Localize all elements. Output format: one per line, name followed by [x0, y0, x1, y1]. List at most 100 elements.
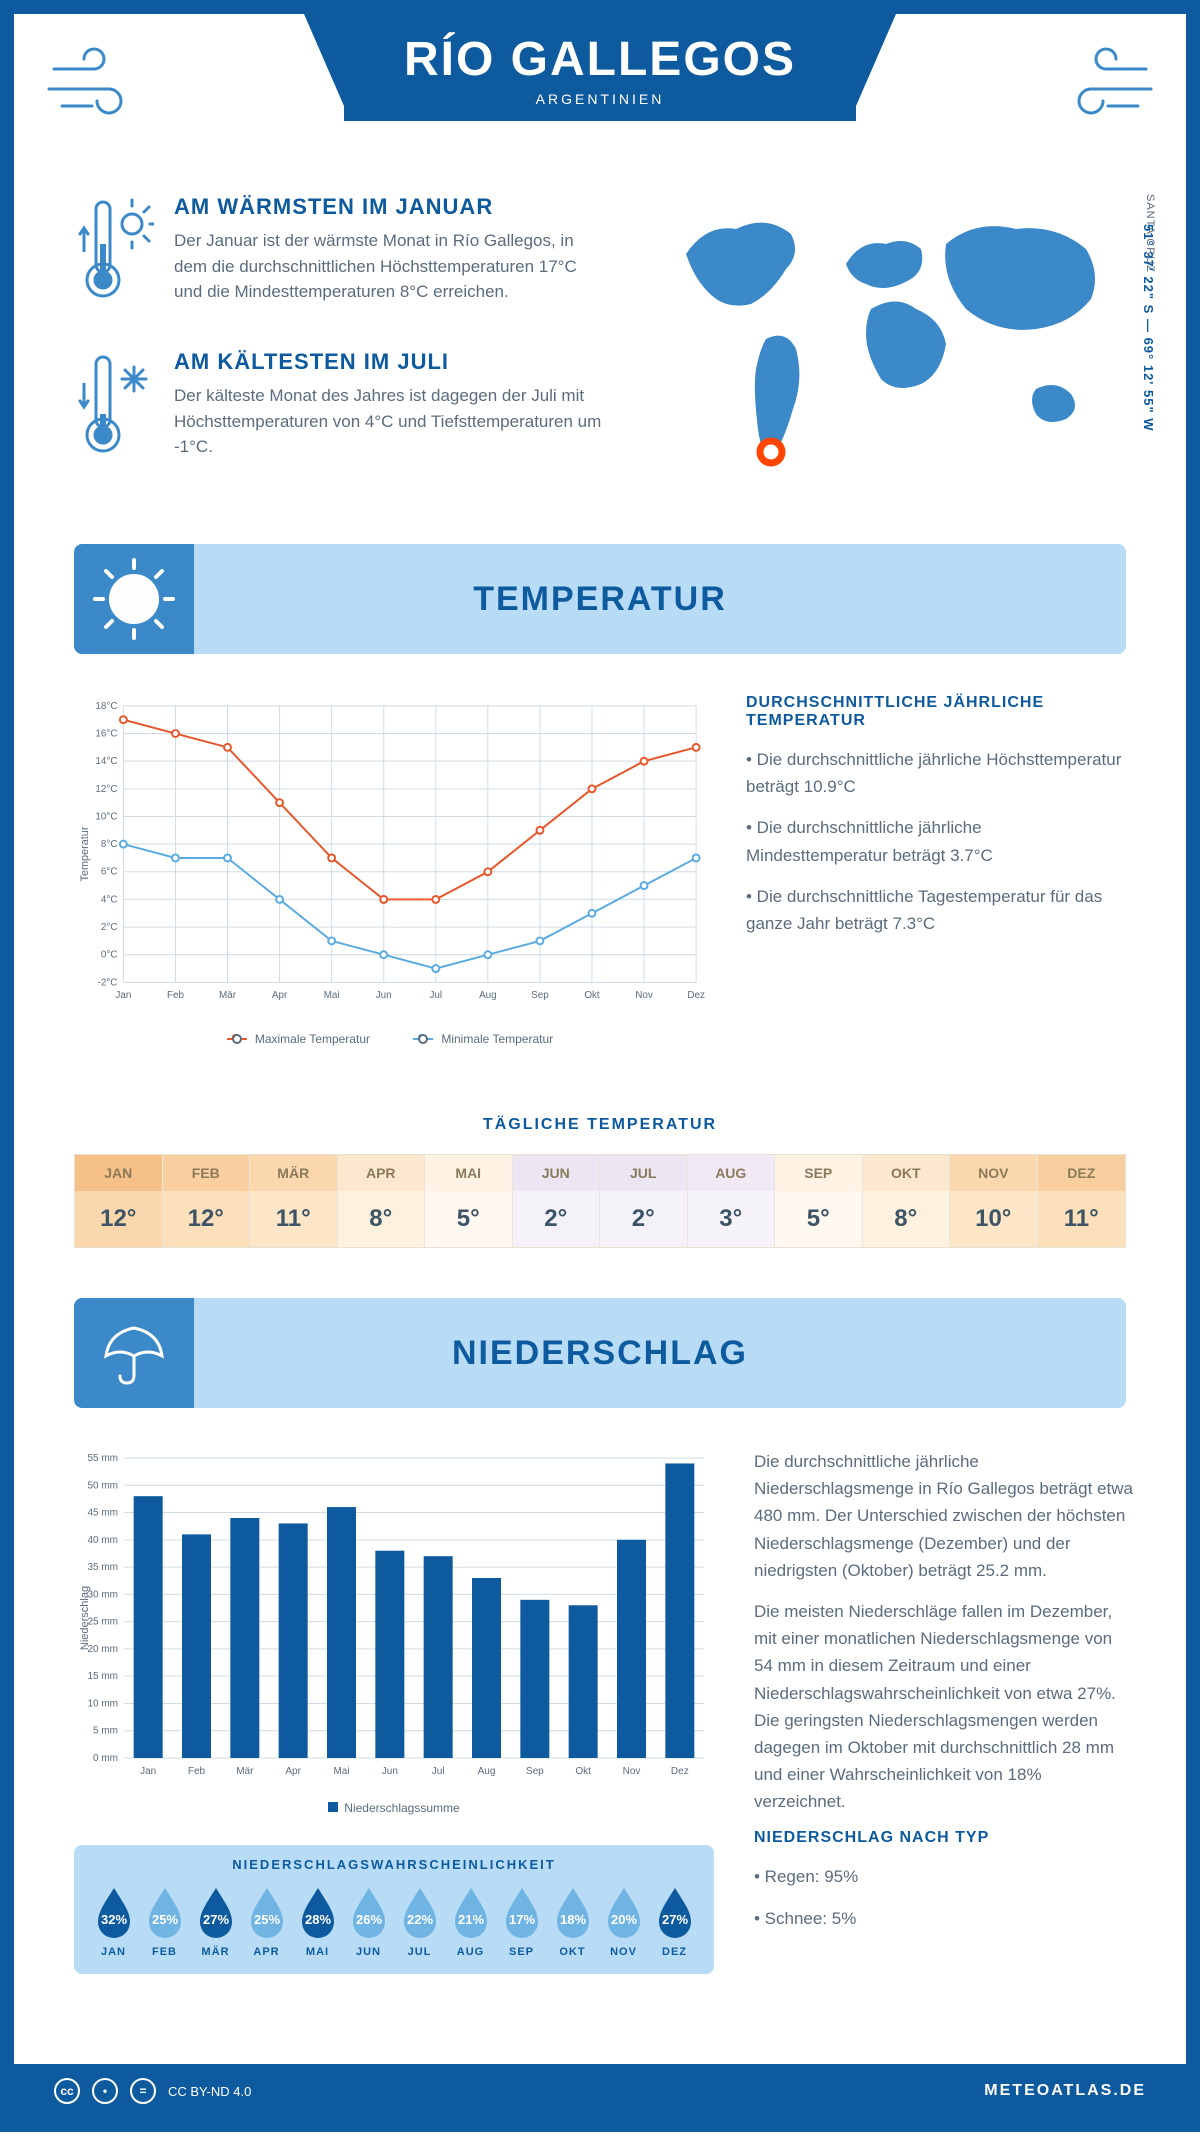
- coldest-text: Der kälteste Monat des Jahres ist dagege…: [174, 383, 606, 460]
- temp-cell: MÄR11°: [250, 1155, 338, 1247]
- svg-text:Dez: Dez: [687, 990, 705, 1001]
- svg-text:Nov: Nov: [635, 990, 653, 1001]
- svg-text:Nov: Nov: [623, 1766, 641, 1777]
- cc-icon: cc: [54, 2078, 80, 2104]
- precipitation-title: NIEDERSCHLAG: [452, 1334, 748, 1373]
- site-name: METEOATLAS.DE: [984, 2082, 1146, 2100]
- svg-text:0°C: 0°C: [101, 950, 118, 961]
- drop-cell: 32%JAN: [90, 1884, 137, 1958]
- temp-cell: NOV10°: [950, 1155, 1038, 1247]
- svg-text:35 mm: 35 mm: [87, 1562, 118, 1573]
- svg-text:17%: 17%: [508, 1912, 534, 1927]
- svg-text:Mai: Mai: [324, 990, 340, 1001]
- drop-cell: 26%JUN: [345, 1884, 392, 1958]
- svg-text:10 mm: 10 mm: [87, 1698, 118, 1709]
- temp-cell: JUL2°: [600, 1155, 688, 1247]
- coordinates: 51° 37' 22" S — 69° 12' 55" W: [1141, 224, 1156, 432]
- precip-type-bullet: • Regen: 95%: [754, 1863, 1134, 1890]
- precipitation-bar-chart: 0 mm5 mm10 mm15 mm20 mm25 mm30 mm35 mm40…: [74, 1448, 714, 1788]
- svg-text:21%: 21%: [457, 1912, 483, 1927]
- warmest-text: Der Januar ist der wärmste Monat in Río …: [174, 228, 606, 305]
- wind-icon: [44, 44, 154, 129]
- svg-text:Apr: Apr: [285, 1766, 301, 1777]
- svg-text:Okt: Okt: [584, 990, 600, 1001]
- svg-text:Feb: Feb: [167, 990, 185, 1001]
- precip-chart-legend: Niederschlagssumme: [74, 1801, 714, 1815]
- drop-cell: 22%JUL: [396, 1884, 443, 1958]
- precip-type-title: NIEDERSCHLAG NACH TYP: [754, 1829, 1134, 1847]
- svg-text:Apr: Apr: [272, 990, 288, 1001]
- drop-cell: 27%DEZ: [651, 1884, 698, 1958]
- svg-text:Sep: Sep: [531, 990, 549, 1001]
- svg-text:55 mm: 55 mm: [87, 1453, 118, 1464]
- temp-cell: JUN2°: [513, 1155, 601, 1247]
- svg-text:16°C: 16°C: [95, 728, 117, 739]
- svg-text:Aug: Aug: [478, 1766, 496, 1777]
- svg-text:14°C: 14°C: [95, 756, 117, 767]
- coldest-title: AM KÄLTESTEN IM JULI: [174, 349, 606, 375]
- drop-cell: 27%MÄR: [192, 1884, 239, 1958]
- svg-text:22%: 22%: [406, 1912, 432, 1927]
- svg-text:10°C: 10°C: [95, 811, 117, 822]
- svg-text:Temperatur: Temperatur: [79, 826, 91, 881]
- precip-para-2: Die meisten Niederschläge fallen im Deze…: [754, 1598, 1134, 1816]
- svg-text:Dez: Dez: [671, 1766, 689, 1777]
- temp-cell: AUG3°: [688, 1155, 776, 1247]
- nd-icon: =: [130, 2078, 156, 2104]
- temp-bullet: • Die durchschnittliche Tagestemperatur …: [746, 883, 1126, 937]
- svg-text:8°C: 8°C: [101, 839, 118, 850]
- temp-cell: APR8°: [338, 1155, 426, 1247]
- svg-text:32%: 32%: [100, 1912, 126, 1927]
- svg-text:Jun: Jun: [376, 990, 392, 1001]
- coldest-fact: AM KÄLTESTEN IM JULI Der kälteste Monat …: [74, 349, 606, 464]
- footer: cc • = CC BY-ND 4.0 METEOATLAS.DE: [14, 2064, 1186, 2118]
- drop-cell: 25%FEB: [141, 1884, 188, 1958]
- svg-text:-2°C: -2°C: [98, 977, 118, 988]
- svg-text:Feb: Feb: [188, 1766, 206, 1777]
- temp-cell: DEZ11°: [1038, 1155, 1126, 1247]
- title-banner: RÍO GALLEGOS ARGENTINIEN: [344, 14, 856, 121]
- warmest-fact: AM WÄRMSTEN IM JANUAR Der Januar ist der…: [74, 194, 606, 309]
- svg-text:4°C: 4°C: [101, 894, 118, 905]
- umbrella-icon: [74, 1298, 194, 1408]
- warmest-title: AM WÄRMSTEN IM JANUAR: [174, 194, 606, 220]
- svg-text:20 mm: 20 mm: [87, 1644, 118, 1655]
- svg-text:27%: 27%: [202, 1912, 228, 1927]
- city-title: RÍO GALLEGOS: [404, 32, 796, 87]
- drop-cell: 20%NOV: [600, 1884, 647, 1958]
- drop-cell: 25%APR: [243, 1884, 290, 1958]
- wind-icon: [1046, 44, 1156, 129]
- thermometer-snow-icon: [74, 349, 154, 464]
- precip-para-1: Die durchschnittliche jährliche Niedersc…: [754, 1448, 1134, 1584]
- license-text: CC BY-ND 4.0: [168, 2084, 251, 2099]
- svg-text:Aug: Aug: [479, 990, 497, 1001]
- precip-legend-label: Niederschlagssumme: [344, 1801, 459, 1815]
- svg-text:Jan: Jan: [140, 1766, 156, 1777]
- svg-text:40 mm: 40 mm: [87, 1535, 118, 1546]
- svg-text:25%: 25%: [253, 1912, 279, 1927]
- daily-temp-table: JAN12°FEB12°MÄR11°APR8°MAI5°JUN2°JUL2°AU…: [74, 1154, 1126, 1248]
- temp-chart-legend: Maximale Temperatur Minimale Temperatur: [74, 1029, 706, 1046]
- world-map: [646, 194, 1126, 474]
- temp-cell: MAI5°: [425, 1155, 513, 1247]
- svg-text:Okt: Okt: [575, 1766, 591, 1777]
- svg-text:45 mm: 45 mm: [87, 1508, 118, 1519]
- legend-min-label: Minimale Temperatur: [441, 1032, 553, 1046]
- header: RÍO GALLEGOS ARGENTINIEN: [14, 14, 1186, 174]
- temp-cell: FEB12°: [163, 1155, 251, 1247]
- precipitation-probability-panel: NIEDERSCHLAGSWAHRSCHEINLICHKEIT 32%JAN25…: [74, 1845, 714, 1974]
- svg-text:18°C: 18°C: [95, 701, 117, 712]
- svg-text:26%: 26%: [355, 1912, 381, 1927]
- svg-text:25%: 25%: [151, 1912, 177, 1927]
- precipitation-section-header: NIEDERSCHLAG: [74, 1298, 1126, 1408]
- svg-text:6°C: 6°C: [101, 867, 118, 878]
- intro-section: AM WÄRMSTEN IM JANUAR Der Januar ist der…: [14, 174, 1186, 544]
- drop-cell: 18%OKT: [549, 1884, 596, 1958]
- thermometer-sun-icon: [74, 194, 154, 309]
- drop-cell: 28%MAI: [294, 1884, 341, 1958]
- by-icon: •: [92, 2078, 118, 2104]
- legend-max-label: Maximale Temperatur: [255, 1032, 370, 1046]
- svg-text:20%: 20%: [610, 1912, 636, 1927]
- svg-text:28%: 28%: [304, 1912, 330, 1927]
- svg-text:Mär: Mär: [219, 990, 237, 1001]
